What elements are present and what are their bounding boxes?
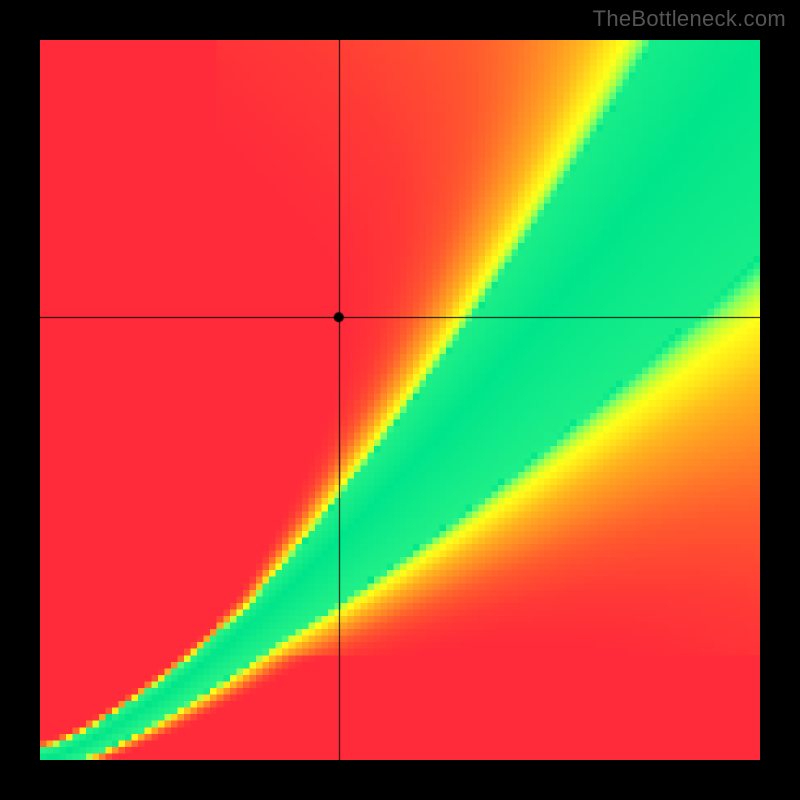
- chart-container: TheBottleneck.com: [0, 0, 800, 800]
- plot-area: [40, 40, 760, 760]
- watermark-label: TheBottleneck.com: [593, 6, 786, 32]
- bottleneck-heatmap: [40, 40, 760, 760]
